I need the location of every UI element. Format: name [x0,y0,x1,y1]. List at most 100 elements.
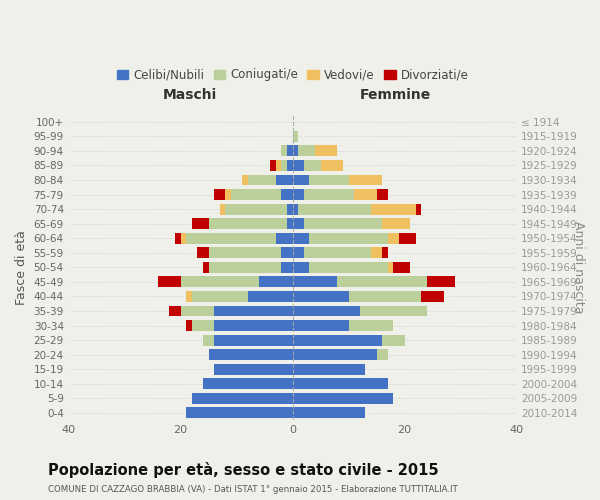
Bar [281,248,293,258]
Bar [276,174,293,186]
Bar [203,262,209,273]
Bar [388,233,399,243]
Bar [248,291,293,302]
Bar [209,262,281,273]
Bar [270,160,276,171]
Bar [310,233,388,243]
Bar [231,189,281,200]
Bar [186,291,192,302]
Bar [248,174,276,186]
Bar [310,262,388,273]
Bar [382,334,404,345]
Bar [293,364,365,374]
Bar [214,189,226,200]
Bar [186,233,276,243]
Bar [242,174,248,186]
Y-axis label: Anni di nascita: Anni di nascita [572,221,585,314]
Bar [226,204,287,214]
Bar [276,233,293,243]
Bar [315,146,337,156]
Bar [214,306,293,316]
Bar [281,189,293,200]
Bar [349,174,382,186]
Text: Maschi: Maschi [163,88,217,102]
Bar [181,276,259,287]
Bar [214,364,293,374]
Bar [320,160,343,171]
Bar [293,248,304,258]
Bar [293,320,349,331]
Bar [293,218,304,229]
Bar [304,189,354,200]
Bar [360,306,427,316]
Bar [388,262,394,273]
Bar [203,378,293,389]
Bar [293,189,304,200]
Bar [214,320,293,331]
Bar [259,276,293,287]
Bar [293,291,349,302]
Bar [416,204,421,214]
Bar [281,146,287,156]
Bar [349,291,421,302]
Bar [293,233,310,243]
Bar [281,160,287,171]
Bar [293,146,298,156]
Bar [382,218,410,229]
Bar [293,131,298,142]
Bar [220,204,226,214]
Bar [293,349,377,360]
Bar [209,248,281,258]
Bar [293,306,360,316]
Bar [169,306,181,316]
Bar [293,204,298,214]
Bar [293,174,310,186]
Bar [192,320,214,331]
Bar [304,160,320,171]
Bar [394,262,410,273]
Bar [371,248,382,258]
Y-axis label: Fasce di età: Fasce di età [15,230,28,305]
Bar [192,393,293,404]
Bar [337,276,427,287]
Bar [192,291,248,302]
Bar [304,218,382,229]
Bar [281,262,293,273]
Bar [298,146,315,156]
Bar [287,204,293,214]
Bar [181,233,186,243]
Bar [293,334,382,345]
Bar [293,378,388,389]
Bar [293,160,304,171]
Bar [293,408,365,418]
Bar [214,334,293,345]
Bar [377,189,388,200]
Text: COMUNE DI CAZZAGO BRABBIA (VA) - Dati ISTAT 1° gennaio 2015 - Elaborazione TUTTI: COMUNE DI CAZZAGO BRABBIA (VA) - Dati IS… [48,485,458,494]
Bar [192,218,209,229]
Bar [287,146,293,156]
Bar [427,276,455,287]
Bar [382,248,388,258]
Bar [186,320,192,331]
Bar [287,160,293,171]
Text: Popolazione per età, sesso e stato civile - 2015: Popolazione per età, sesso e stato civil… [48,462,439,478]
Bar [209,349,293,360]
Bar [287,218,293,229]
Bar [354,189,377,200]
Bar [310,174,349,186]
Bar [197,248,209,258]
Bar [276,160,281,171]
Bar [203,334,214,345]
Bar [186,408,293,418]
Bar [421,291,443,302]
Bar [371,204,416,214]
Bar [293,276,337,287]
Bar [158,276,181,287]
Bar [175,233,181,243]
Bar [181,306,214,316]
Bar [293,262,310,273]
Bar [226,189,231,200]
Bar [349,320,394,331]
Bar [209,218,287,229]
Bar [377,349,388,360]
